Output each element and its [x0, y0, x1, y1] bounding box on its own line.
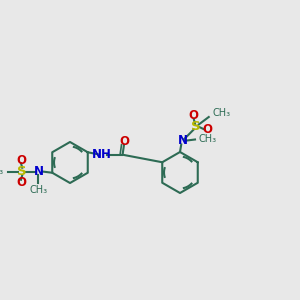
Text: O: O	[119, 135, 129, 148]
Text: N: N	[178, 134, 188, 147]
Text: CH₃: CH₃	[29, 185, 48, 195]
Text: NH: NH	[92, 148, 111, 161]
Text: O: O	[16, 154, 26, 167]
Text: CH₃: CH₃	[0, 167, 4, 176]
Text: S: S	[191, 121, 201, 134]
Text: O: O	[202, 123, 212, 136]
Text: O: O	[16, 176, 26, 189]
Text: CH₃: CH₃	[212, 108, 231, 118]
Text: CH₃: CH₃	[199, 134, 217, 145]
Text: S: S	[17, 165, 27, 178]
Text: O: O	[189, 109, 199, 122]
Text: N: N	[34, 165, 44, 178]
